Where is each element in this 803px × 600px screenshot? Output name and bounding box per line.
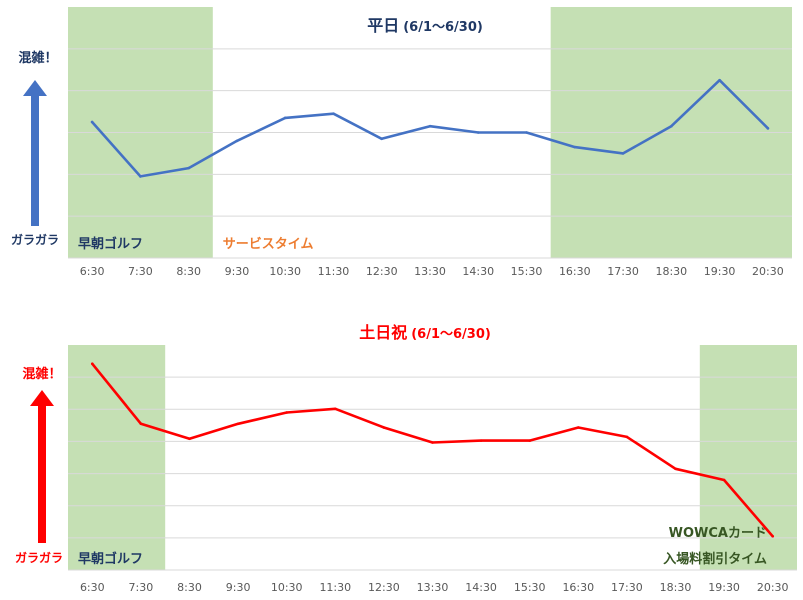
x-tick-label: 7:30	[128, 265, 153, 278]
data-point	[332, 112, 335, 115]
x-tick-label: 9:30	[226, 581, 251, 594]
x-tick-label: 19:30	[708, 581, 740, 594]
x-tick-label: 10:30	[269, 265, 301, 278]
axis-high-label: 混雑！	[22, 366, 61, 382]
data-point	[380, 137, 384, 141]
weekend-chart: 土日祝 (6/1〜6/30) 6:30 7:30 8:30 9:30 10:30 11:30 1…	[15, 323, 797, 594]
data-point	[479, 439, 483, 442]
data-point	[187, 166, 190, 170]
zone-label: WOWCAカード	[669, 526, 767, 541]
data-point	[285, 411, 289, 414]
chart-title-main: 土日祝	[359, 323, 407, 342]
data-point	[718, 78, 721, 82]
data-point	[188, 437, 191, 441]
x-tick-label: 14:30	[465, 581, 497, 594]
data-point	[428, 124, 432, 128]
data-point	[139, 175, 142, 178]
data-point	[139, 422, 143, 426]
axis-high-label: 混雑！	[18, 50, 57, 66]
x-tick-label: 12:30	[366, 265, 398, 278]
busy-arrow-shaft	[31, 94, 39, 226]
x-tick-label: 7:30	[129, 581, 154, 594]
chart-subtitle: (6/1〜6/30)	[411, 327, 491, 342]
shaded-zone	[699, 345, 797, 570]
data-point	[91, 362, 94, 366]
x-tick-label: 17:30	[611, 581, 643, 594]
data-point	[235, 139, 239, 143]
data-point	[674, 467, 677, 471]
zone-label: 早朝ゴルフ	[78, 551, 143, 567]
data-point	[625, 435, 629, 439]
x-tick-label: 19:30	[704, 265, 736, 278]
chart-title-main: 平日	[367, 16, 399, 35]
x-tick-label: 16:30	[562, 581, 594, 594]
x-tick-label: 8:30	[176, 265, 201, 278]
x-tick-label: 17:30	[607, 265, 639, 278]
data-point	[766, 127, 770, 130]
shaded-zone	[68, 345, 166, 570]
weekday-chart: 平日 (6/1〜6/30) 6:30 7:30 8:30 9:30 10:30 11:30 12…	[11, 7, 792, 278]
x-tick-label: 11:30	[319, 581, 351, 594]
data-point	[476, 131, 480, 134]
x-tick-label: 10:30	[271, 581, 303, 594]
data-point	[283, 116, 287, 120]
x-tick-label: 6:30	[80, 581, 105, 594]
x-tick-label: 11:30	[318, 265, 350, 278]
axis-low-label: ガラガラ	[15, 550, 63, 565]
x-tick-label: 15:30	[511, 265, 543, 278]
busy-arrow-head	[23, 80, 47, 96]
busy-arrow-shaft	[38, 404, 46, 543]
x-tick-label: 20:30	[752, 265, 784, 278]
x-tick-label: 6:30	[80, 265, 105, 278]
chart-title: 土日祝 (6/1〜6/30)	[359, 323, 491, 342]
x-tick-label: 16:30	[559, 265, 591, 278]
x-tick-label: 12:30	[368, 581, 400, 594]
x-tick-label: 18:30	[655, 265, 687, 278]
data-point	[236, 422, 240, 426]
data-point	[431, 441, 434, 444]
zone-label: 早朝ゴルフ	[78, 236, 143, 252]
x-tick-label: 13:30	[417, 581, 449, 594]
x-tick-label: 8:30	[177, 581, 202, 594]
x-tick-label: 15:30	[514, 581, 546, 594]
data-point	[528, 439, 531, 442]
x-tick-label: 9:30	[225, 265, 250, 278]
data-point	[334, 407, 337, 411]
axis-low-label: ガラガラ	[11, 232, 59, 247]
chart-title: 平日 (6/1〜6/30)	[367, 16, 483, 35]
x-tick-label: 13:30	[414, 265, 446, 278]
data-point	[771, 534, 774, 538]
data-point	[670, 124, 673, 128]
x-tick-label: 18:30	[660, 581, 692, 594]
busy-arrow-head	[30, 390, 54, 406]
x-tick-label: 14:30	[462, 265, 494, 278]
series-line	[91, 362, 775, 538]
data-point	[525, 131, 528, 134]
data-point	[573, 145, 577, 149]
zone-label: サービスタイム	[223, 236, 314, 252]
data-point	[722, 478, 726, 482]
data-point	[577, 426, 580, 429]
data-point	[382, 426, 386, 429]
chart-subtitle: (6/1〜6/30)	[403, 20, 483, 35]
data-point	[90, 120, 94, 124]
x-tick-label: 20:30	[757, 581, 789, 594]
zone-label: 入場料割引タイム	[663, 551, 767, 567]
data-point	[621, 152, 625, 155]
